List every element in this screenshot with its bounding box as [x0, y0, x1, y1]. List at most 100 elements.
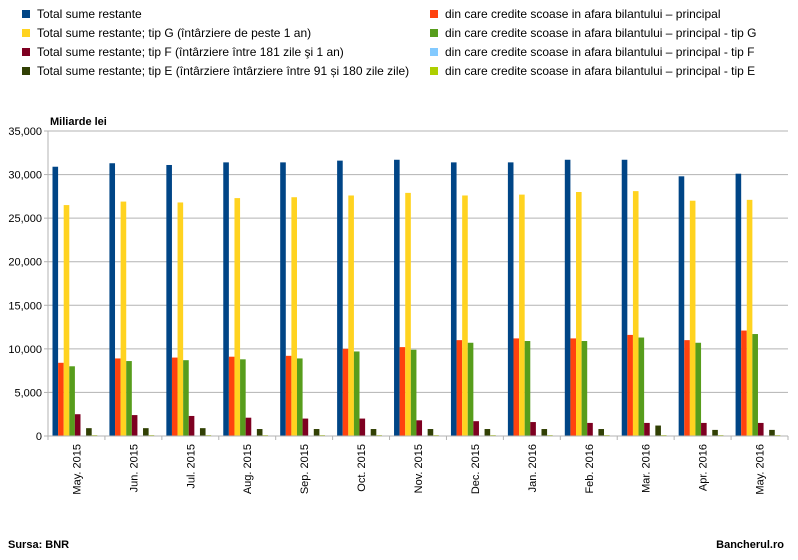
bar	[188, 415, 195, 436]
legend-label: Total sume restante	[37, 7, 142, 21]
y-tick-label: 10,000	[8, 344, 42, 356]
bar	[313, 429, 320, 436]
legend-item: din care credite scoase in afara bilantu…	[430, 7, 721, 21]
bar	[644, 422, 650, 436]
y-axis-ticks: 0 5,000 10,000 15,000 20,000 25,000 30,000 35,0…	[8, 126, 48, 443]
legend-item: Total sume restante; tip F (întârziere î…	[22, 45, 344, 59]
bar	[530, 422, 536, 436]
legend-label: din care credite scoase in afara bilantu…	[445, 26, 757, 40]
bar-group	[678, 176, 724, 437]
x-tick-label: Oct. 2015	[356, 444, 368, 492]
bar	[280, 162, 286, 436]
bar	[143, 428, 149, 436]
bar	[513, 338, 520, 436]
bar	[58, 362, 64, 436]
legend-item: Total sume restante; tip E (întârziere î…	[22, 64, 409, 78]
x-tick-label: Apr. 2016	[698, 444, 710, 491]
x-tick-label: Dec. 2015	[470, 444, 482, 494]
legend-label: din care credite scoase in afara bilantu…	[445, 45, 755, 59]
bar	[735, 173, 742, 436]
bar	[570, 338, 577, 436]
bar	[353, 351, 360, 436]
legend-swatch	[430, 48, 438, 56]
bars	[52, 159, 781, 437]
bar	[519, 194, 525, 436]
legend-label: din care credite scoase in afara bilantu…	[445, 64, 755, 78]
bar	[416, 420, 423, 436]
bar	[564, 159, 571, 436]
bar	[370, 429, 377, 436]
bar	[712, 429, 718, 436]
bar	[131, 415, 138, 436]
y-tick-label: 20,000	[8, 257, 42, 269]
x-tick-label: May. 2015	[71, 444, 83, 495]
bar	[302, 418, 309, 436]
bar	[240, 359, 246, 436]
y-tick-label: 30,000	[8, 170, 42, 182]
x-tick-label: Feb. 2016	[584, 444, 596, 494]
bar	[769, 429, 775, 436]
bar	[296, 358, 303, 436]
x-tick-label: Jan. 2016	[527, 444, 539, 492]
legend-label: Total sume restante; tip E (întârziere î…	[37, 64, 409, 78]
y-tick-label: 0	[36, 431, 42, 443]
bar	[394, 159, 400, 436]
bar	[678, 176, 685, 437]
bar-group	[223, 162, 269, 436]
bar	[399, 347, 406, 436]
bar	[655, 425, 661, 436]
bar	[524, 341, 531, 436]
brand-label: Bancherul.ro	[716, 539, 784, 551]
bar	[228, 356, 235, 436]
bar	[69, 366, 75, 436]
bar	[199, 428, 206, 436]
bar	[52, 166, 59, 436]
legend-swatch	[22, 67, 30, 75]
bar	[63, 205, 70, 436]
legend-swatch	[430, 67, 438, 75]
x-tick-label: Aug. 2015	[242, 444, 254, 494]
legend-label: Total sume restante; tip G (întârziere d…	[37, 26, 311, 40]
legend-item: din care credite scoase in afara bilantu…	[430, 64, 755, 78]
bar	[757, 422, 764, 436]
bar-group	[109, 163, 155, 436]
bar	[456, 340, 463, 436]
y-tick-label: 35,000	[8, 126, 42, 138]
legend-item: din care credite scoase in afara bilantu…	[430, 45, 755, 59]
bar	[285, 355, 292, 436]
bar	[541, 429, 548, 436]
bar	[405, 192, 411, 436]
bar	[587, 422, 593, 436]
bar	[450, 162, 457, 436]
bar-group	[621, 159, 667, 436]
bar	[576, 192, 582, 436]
bar	[177, 202, 184, 436]
bar-group	[166, 164, 212, 436]
legend-swatch	[430, 10, 438, 18]
x-tick-label: Sep. 2015	[299, 444, 311, 494]
x-tick-label: Jul. 2015	[185, 444, 197, 489]
bar	[166, 164, 172, 436]
bar	[427, 429, 434, 436]
bar	[467, 342, 474, 436]
bar	[256, 429, 263, 436]
bar	[695, 342, 702, 436]
bar	[342, 348, 349, 436]
bar	[291, 197, 297, 436]
legend-label: din care credite scoase in afara bilantu…	[445, 7, 721, 21]
bar	[74, 414, 81, 436]
bar	[410, 349, 417, 436]
legend-swatch	[430, 29, 438, 37]
bar	[701, 422, 707, 436]
bar	[126, 361, 132, 436]
bar	[86, 428, 92, 436]
x-axis-ticks: May. 2015 Jun. 2015 Jul. 2015 Aug. 2015 Sep.…	[47, 436, 789, 495]
bar	[245, 417, 252, 436]
bar	[632, 191, 639, 436]
bar	[507, 162, 514, 436]
legend-item: Total sume restante; tip G (întârziere d…	[22, 26, 311, 40]
bar	[689, 200, 696, 436]
bar-group	[564, 159, 610, 436]
